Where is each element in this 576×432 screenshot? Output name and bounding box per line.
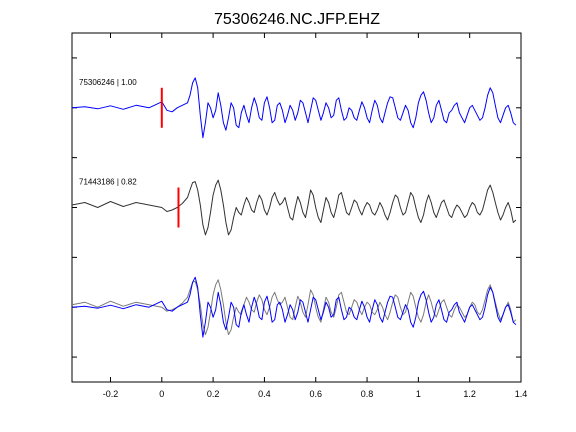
x-tick-label-2: 0.2 [207,389,220,399]
overlay-trace-master [71,276,517,338]
x-tick-labels: -0.2 0 0.2 0.4 0.6 0.8 1 1.2 1.4 [103,389,528,399]
y-ticks [72,57,521,358]
x-ticks [109,33,522,382]
x-tick-label-5: 0.8 [361,389,374,399]
x-tick-label-0: -0.2 [103,389,119,399]
trace-1 [71,179,517,236]
trace-label-0: 75306246 | 1.00 [79,78,137,87]
chart-title: 75306246.NC.JFP.EHZ [214,11,380,28]
x-tick-label-1: 0 [159,389,164,399]
pick-markers [160,87,180,228]
x-tick-label-8: 1.4 [515,389,528,399]
trace-labels: 75306246 | 1.00 71443186 | 0.82 [79,78,137,187]
traces [71,77,517,338]
trace-0 [71,77,517,139]
trace-label-1: 71443186 | 0.82 [79,178,137,187]
overlay-trace-other [71,279,517,336]
x-tick-label-3: 0.4 [258,389,271,399]
x-tick-label-6: 1 [416,389,421,399]
x-tick-label-4: 0.6 [309,389,322,399]
x-tick-label-7: 1.2 [463,389,476,399]
